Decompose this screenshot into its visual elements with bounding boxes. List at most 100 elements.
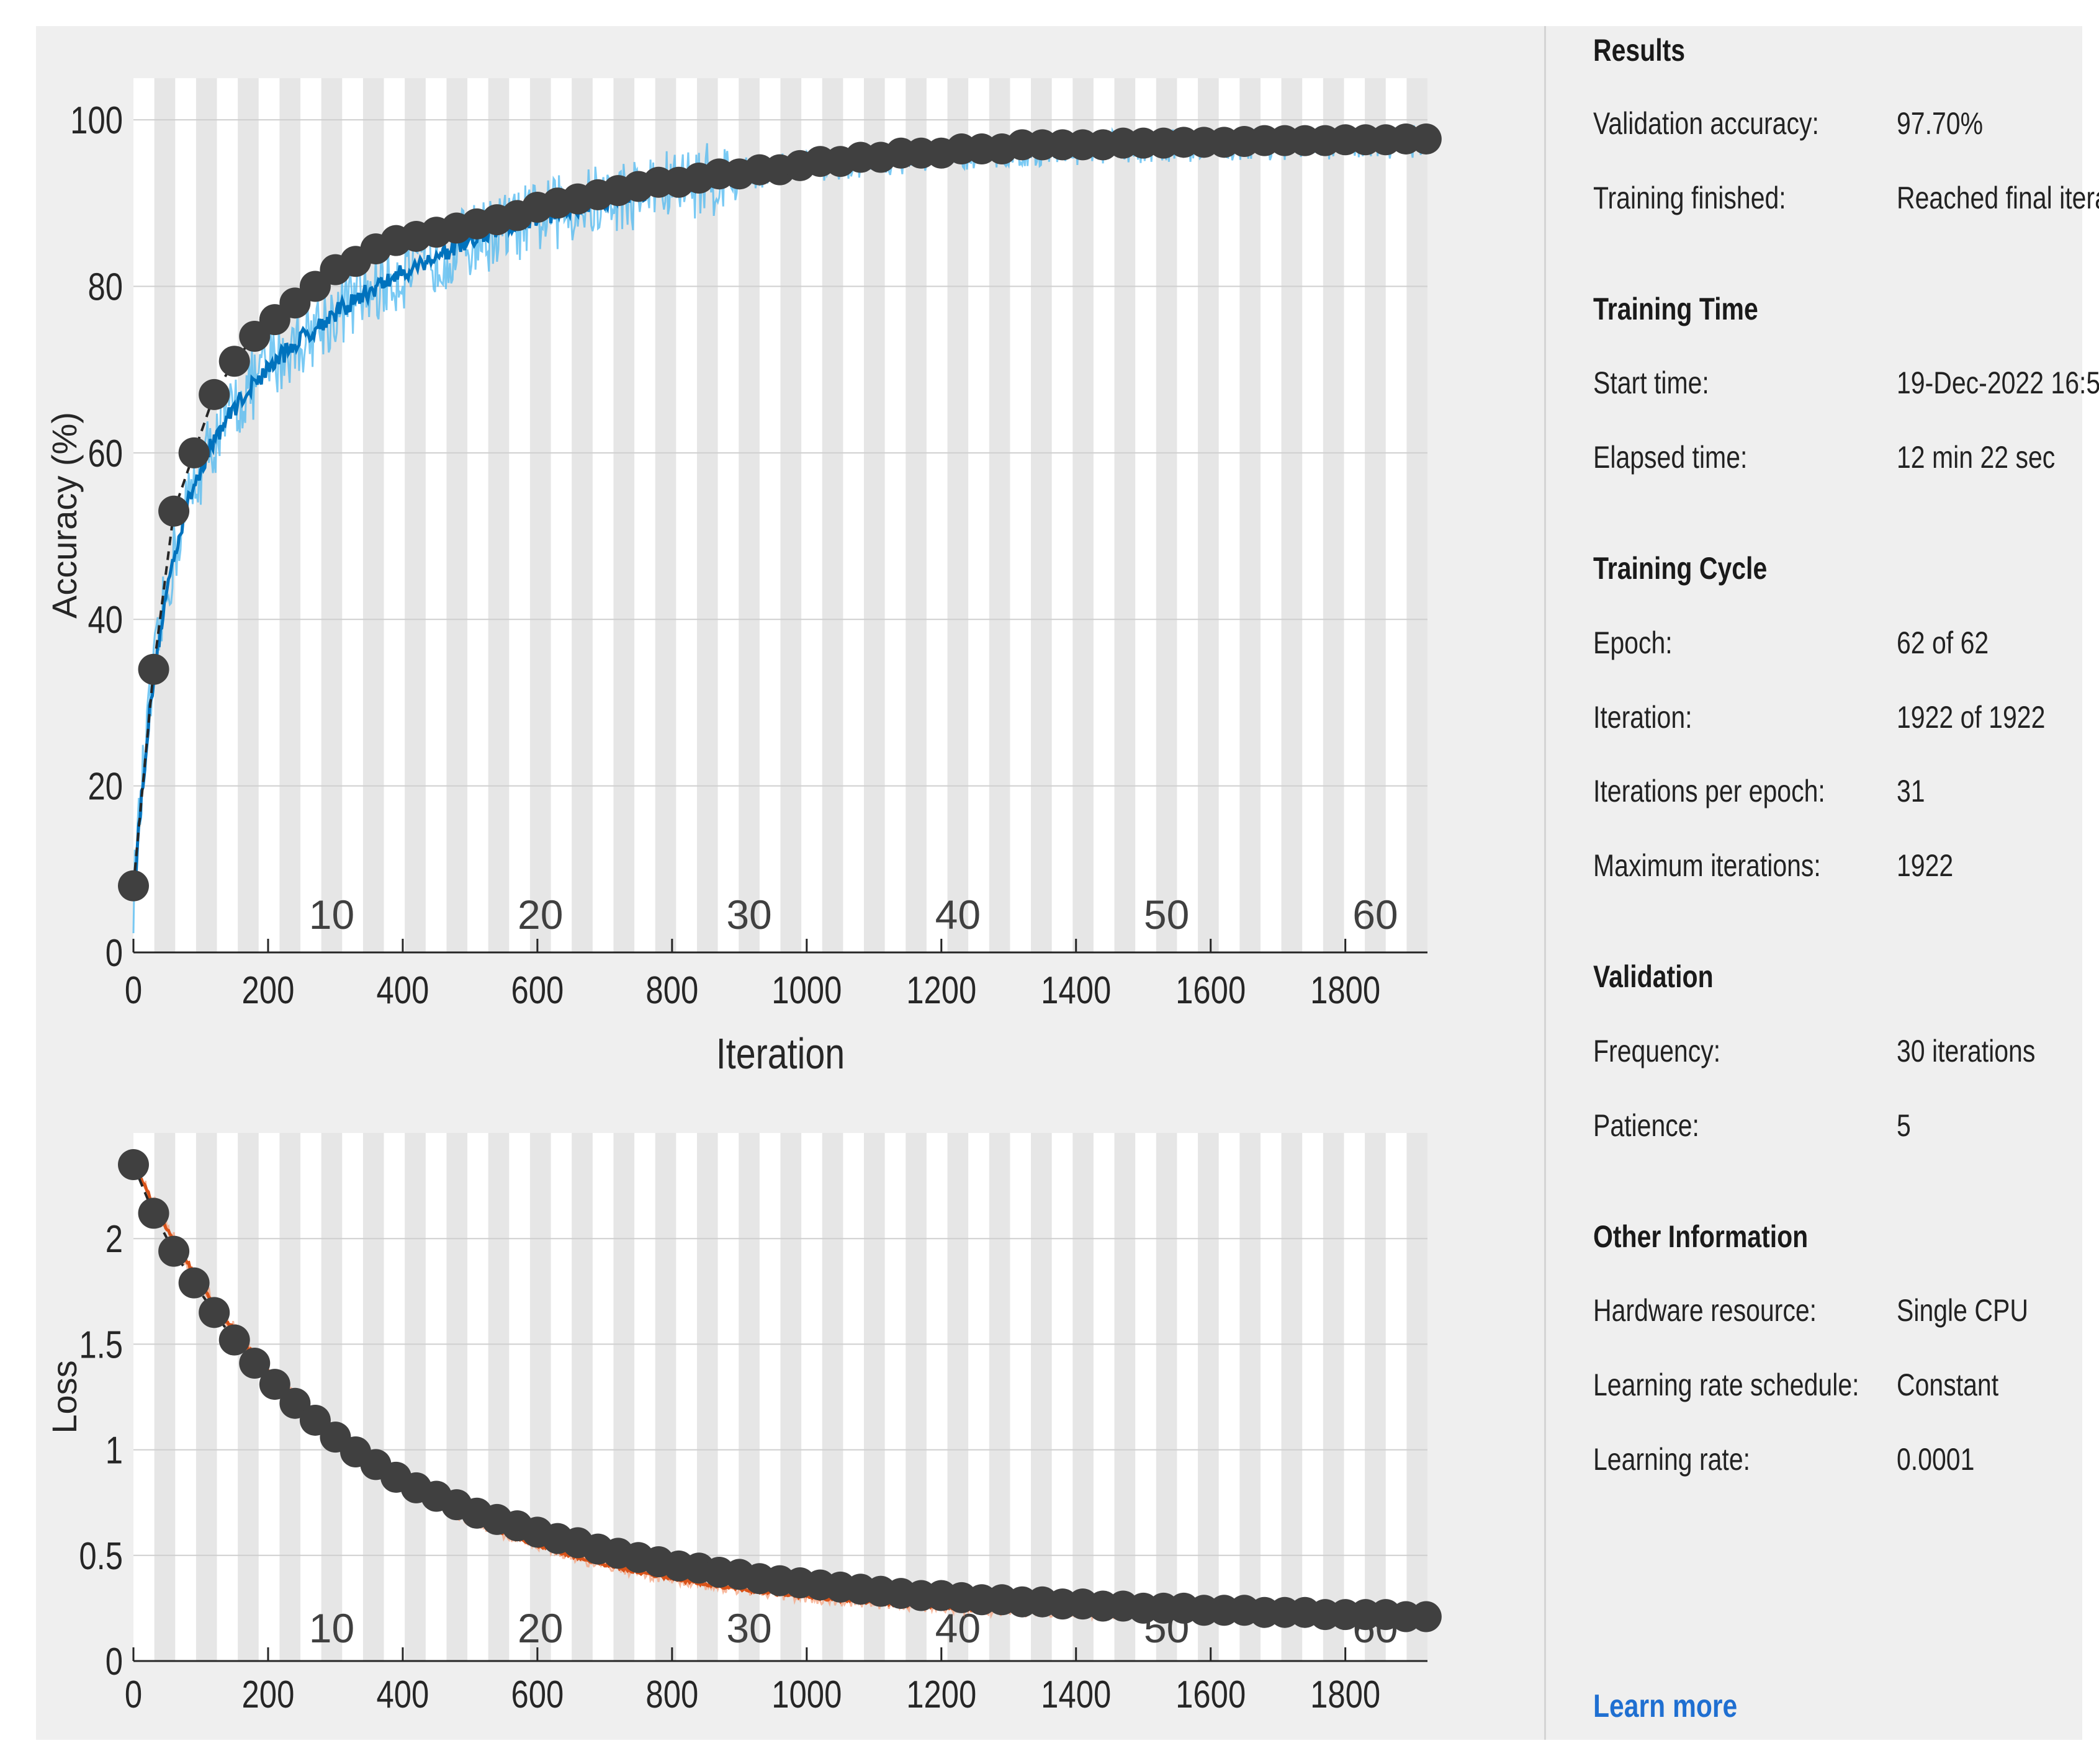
loss-epoch-label: 30 (726, 1605, 771, 1651)
loss-y-tick-label: 1 (106, 1430, 123, 1472)
results-heading: Results (1593, 33, 1686, 68)
loss-epoch-band (196, 1133, 217, 1661)
accuracy-epoch-band (1156, 78, 1177, 952)
loss-validation-point (158, 1235, 190, 1267)
accuracy-y-tick-label: 60 (88, 432, 123, 475)
accuracy-epoch-band (279, 78, 301, 952)
loss-epoch-band (1198, 1133, 1219, 1661)
accuracy-validation-point (118, 870, 149, 902)
loss-validation-point (259, 1369, 290, 1400)
accuracy-epoch-band (696, 78, 718, 952)
iterations-per-epoch-label: Iterations per epoch: (1593, 774, 1825, 808)
training-cycle-heading: Training Cycle (1593, 551, 1768, 586)
loss-y-tick-label: 0.5 (79, 1535, 123, 1578)
loss-epoch-band (1323, 1133, 1344, 1661)
accuracy-x-tick-label: 1200 (906, 969, 976, 1012)
accuracy-x-tick-label: 600 (511, 969, 564, 1012)
accuracy-epoch-band (1031, 78, 1052, 952)
frequency-value: 30 iterations (1897, 1034, 2036, 1068)
accuracy-epoch-band (989, 78, 1010, 952)
accuracy-x-axis-label: Iteration (716, 1029, 845, 1078)
start-time-label: Start time: (1593, 365, 1709, 400)
accuracy-epoch-band (822, 78, 843, 952)
start-time-value: 19-Dec-2022 16:53:28 (1897, 365, 2099, 400)
maximum-iterations-label: Maximum iterations: (1593, 848, 1821, 883)
loss-validation-point (199, 1297, 230, 1328)
loss-x-tick-label: 200 (242, 1673, 295, 1716)
loss-validation-point (239, 1348, 271, 1379)
loss-validation-point (178, 1267, 210, 1299)
loss-epoch-band (1156, 1133, 1177, 1661)
epoch-label: Epoch: (1593, 625, 1673, 660)
loss-epoch-band (488, 1133, 510, 1661)
loss-x-tick-label: 1200 (906, 1673, 976, 1716)
loss-epoch-band (1406, 1133, 1427, 1661)
accuracy-epoch-band (947, 78, 969, 952)
loss-x-tick-label: 1600 (1175, 1673, 1246, 1716)
loss-validation-point (118, 1149, 149, 1181)
accuracy-epoch-band (1406, 78, 1427, 952)
accuracy-x-tick-label: 1800 (1310, 969, 1380, 1012)
loss-y-tick-label: 0 (106, 1641, 123, 1683)
accuracy-epoch-band (1239, 78, 1261, 952)
loss-epoch-label: 10 (309, 1605, 354, 1651)
patience-label: Patience: (1593, 1108, 1699, 1143)
loss-epoch-band (906, 1133, 927, 1661)
loss-epoch-band (1365, 1133, 1386, 1661)
accuracy-epoch-band (1323, 78, 1344, 952)
loss-validation-point (138, 1198, 169, 1229)
epoch-value: 62 of 62 (1897, 625, 1989, 660)
loss-epoch-band (1114, 1133, 1136, 1661)
accuracy-epoch-band (864, 78, 885, 952)
accuracy-x-tick-label: 800 (645, 969, 698, 1012)
accuracy-validation-point (178, 437, 210, 468)
iteration-label: Iteration: (1593, 700, 1692, 735)
loss-epoch-band (572, 1133, 593, 1661)
accuracy-epoch-band (1072, 78, 1094, 952)
loss-x-tick-label: 1800 (1310, 1673, 1380, 1716)
hardware-resource-value: Single CPU (1897, 1293, 2028, 1328)
accuracy-y-tick-label: 100 (70, 99, 123, 142)
accuracy-epoch-label: 40 (935, 892, 981, 938)
loss-validation-point (218, 1324, 250, 1356)
validation-heading: Validation (1593, 959, 1714, 994)
accuracy-epoch-label: 60 (1352, 892, 1398, 938)
accuracy-epoch-band (196, 78, 217, 952)
accuracy-x-tick-label: 400 (377, 969, 429, 1012)
accuracy-y-tick-label: 80 (88, 266, 123, 309)
loss-y-axis-label: Loss (45, 1360, 84, 1433)
accuracy-epoch-band (780, 78, 802, 952)
training-progress-window: 10 20 30 40 50 60 0 200 400 600 800 1000 1200 1400 160… (36, 26, 2099, 1740)
accuracy-validation-point (199, 378, 230, 410)
accuracy-epoch-band (405, 78, 426, 952)
loss-epoch-band (1031, 1133, 1052, 1661)
accuracy-epoch-label: 30 (726, 892, 771, 938)
accuracy-epoch-band (655, 78, 676, 952)
accuracy-y-axis-label: Accuracy (%) (45, 412, 84, 619)
loss-epoch-band (1072, 1133, 1094, 1661)
maximum-iterations-value: 1922 (1897, 848, 1954, 883)
info-panel: Results Validation accuracy: 97.70% Trai… (1546, 26, 2099, 1740)
training-finished-label: Training finished: (1593, 181, 1786, 215)
loss-chart: 10 20 30 40 50 600 200 400 600 800 1000 1200 1400 160… (45, 1133, 1442, 1716)
charts-area: 10 20 30 40 50 600 200 400 600 800 1000 1200 1400 160… (45, 78, 1442, 1716)
loss-epoch-band (989, 1133, 1010, 1661)
loss-epoch-band (613, 1133, 635, 1661)
accuracy-epoch-band (321, 78, 343, 952)
learning-rate-label: Learning rate: (1593, 1442, 1751, 1477)
learn-more-link[interactable]: Learn more (1593, 1688, 1738, 1724)
hardware-resource-label: Hardware resource: (1593, 1293, 1817, 1328)
loss-epoch-band (1281, 1133, 1303, 1661)
loss-x-tick-label: 1400 (1041, 1673, 1111, 1716)
accuracy-epoch-band (238, 78, 259, 952)
loss-epoch-band (446, 1133, 468, 1661)
elapsed-time-value: 12 min 22 sec (1897, 440, 2056, 475)
validation-accuracy-label: Validation accuracy: (1593, 106, 1819, 141)
accuracy-x-tick-label: 1400 (1041, 969, 1111, 1012)
loss-epoch-band (321, 1133, 343, 1661)
loss-x-tick-label: 0 (125, 1673, 142, 1716)
accuracy-epoch-band (1114, 78, 1136, 952)
loss-x-tick-label: 800 (645, 1673, 698, 1716)
training-time-heading: Training Time (1593, 292, 1758, 326)
loss-epoch-band (529, 1133, 551, 1661)
